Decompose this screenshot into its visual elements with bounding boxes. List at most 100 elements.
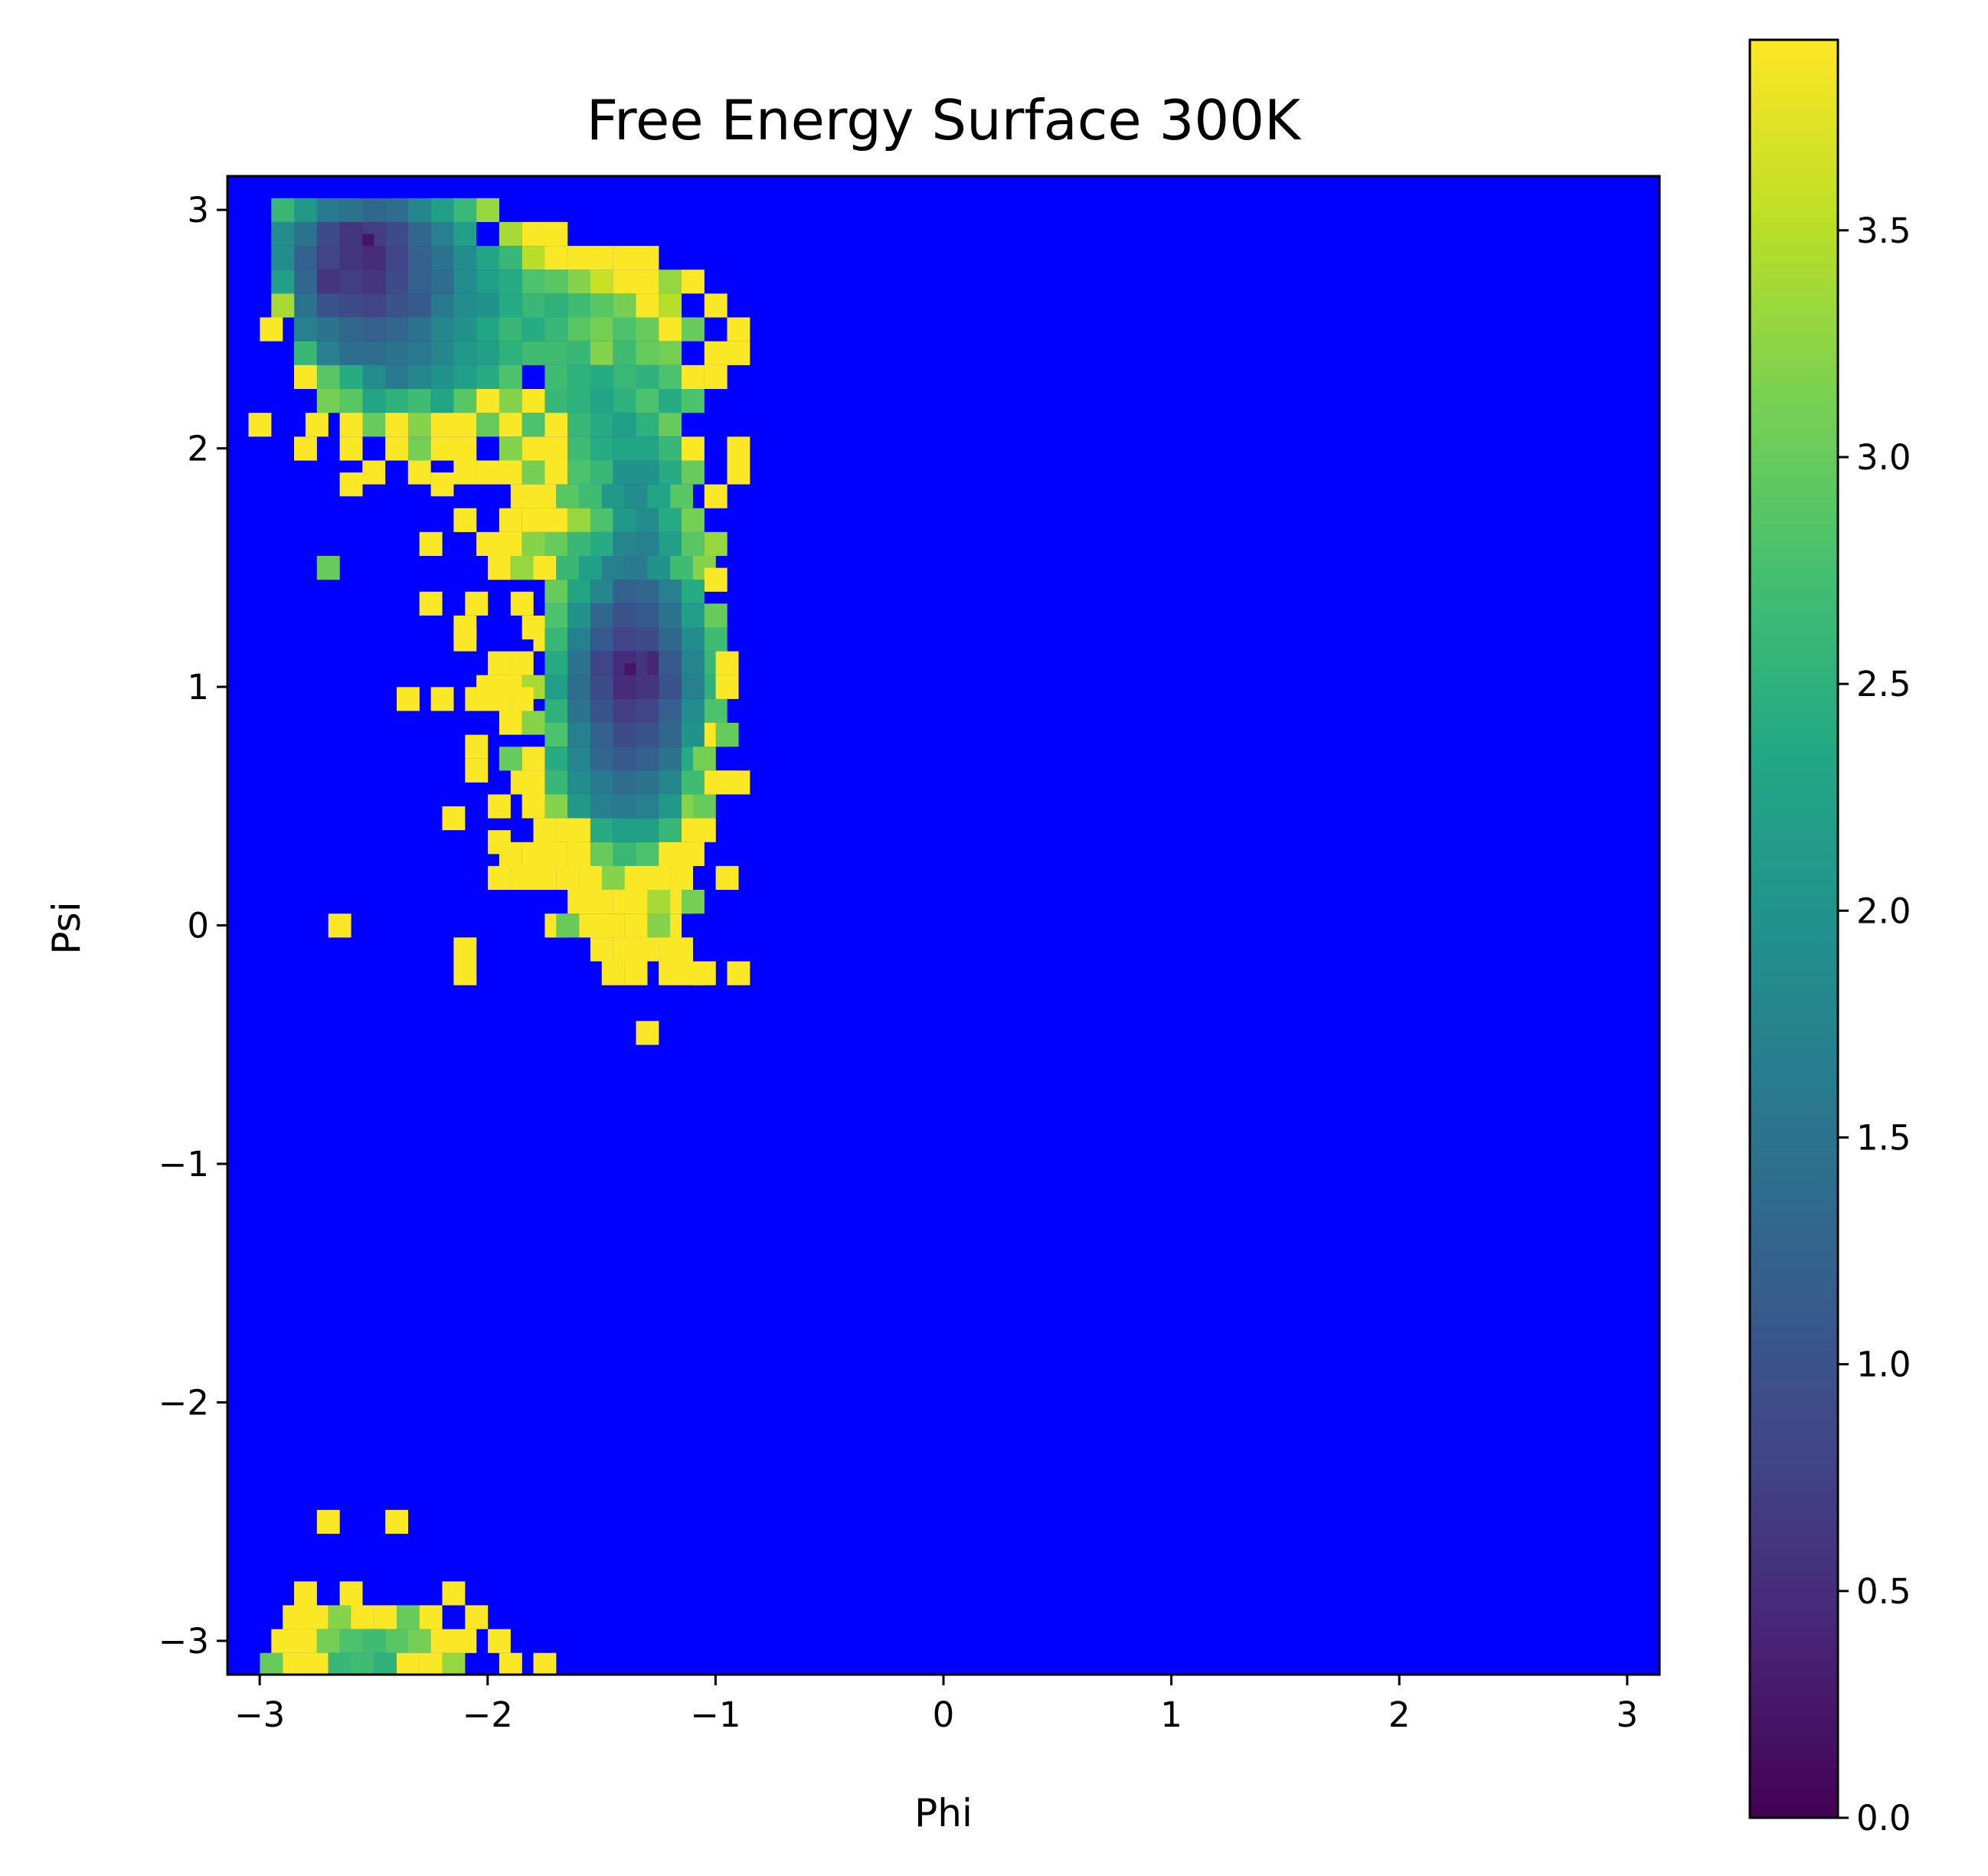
heatmap-cell (613, 794, 636, 819)
heatmap-cell (316, 293, 340, 318)
heatmap-cell (590, 436, 613, 461)
heatmap-cell (328, 913, 351, 938)
heatmap-cell (499, 293, 522, 318)
heatmap-cell (522, 246, 545, 270)
heatmap-cell (567, 531, 591, 556)
heatmap-cell (567, 675, 591, 699)
heatmap-cell (339, 293, 363, 318)
heatmap-cell (499, 270, 522, 294)
heatmap-cell (590, 270, 613, 294)
heatmap-cell (453, 364, 477, 389)
heatmap-cell (624, 556, 648, 580)
heatmap-cell (670, 556, 693, 580)
heatmap-cell (430, 317, 454, 342)
heatmap-cell (522, 460, 545, 485)
heatmap-cell (636, 580, 659, 604)
y-axis-ticks: −3 −2 −1 0 1 2 3 (159, 190, 227, 1662)
heatmap-cell (727, 460, 750, 485)
colorbar-tick-label: 3.5 (1856, 211, 1911, 251)
heatmap-cell (271, 293, 295, 318)
heatmap-cell (339, 472, 363, 497)
heatmap-cell (339, 413, 363, 437)
heatmap-cell (430, 293, 454, 318)
heatmap-cell (248, 413, 272, 437)
heatmap-cell (659, 770, 682, 795)
heatmap-cell (522, 389, 545, 413)
heatmap-cell (260, 317, 283, 342)
heatmap-cell (499, 389, 522, 413)
y-axis-label: Psi (44, 901, 89, 954)
x-tick-label: 0 (933, 1695, 955, 1735)
heatmap-cell (544, 436, 568, 461)
heatmap-cell (704, 627, 728, 652)
heatmap-cell (636, 627, 659, 652)
heatmap-cell (567, 270, 591, 294)
heatmap-cell (613, 389, 636, 413)
heatmap-cell (590, 246, 613, 270)
colorbar-tick-label: 2.0 (1856, 891, 1911, 931)
heatmap-cell (659, 389, 682, 413)
heatmap-cell (544, 603, 568, 628)
heatmap-cell (499, 221, 522, 247)
heatmap-cell (339, 1629, 363, 1653)
heatmap-cell (567, 508, 591, 532)
y-tick-label: 2 (187, 429, 209, 469)
heatmap-cell (727, 341, 750, 365)
heatmap-cell (453, 937, 477, 962)
heatmap-cell (659, 747, 682, 771)
heatmap-cell (590, 508, 613, 532)
heatmap-cell (522, 221, 545, 247)
heatmap-cell (385, 389, 408, 413)
heatmap-cell (430, 198, 454, 222)
heatmap-cell (271, 198, 295, 222)
heatmap-cell (305, 1652, 329, 1675)
heatmap-cell (704, 364, 728, 389)
heatmap-cell (567, 580, 591, 604)
heatmap-cell (522, 842, 545, 866)
heatmap-cell (624, 865, 648, 891)
heatmap-cell (453, 246, 477, 270)
heatmap-cell (316, 317, 340, 342)
heatmap-cell (499, 842, 522, 866)
heatmap-cell (567, 413, 591, 437)
heatmap-cell (544, 364, 568, 389)
heatmap-cell (567, 341, 591, 365)
heatmap-cell (499, 531, 522, 556)
heatmap-cell (339, 270, 363, 294)
y-tick-label: 3 (187, 190, 209, 230)
x-axis-label: Phi (914, 1791, 973, 1835)
heatmap-cell (567, 723, 591, 747)
heatmap-cell (613, 675, 636, 699)
heatmap-cell (579, 913, 602, 938)
heatmap-cell (590, 842, 613, 866)
heatmap-cell (590, 698, 613, 724)
heatmap-cell (407, 364, 431, 389)
heatmap-cell (613, 270, 636, 294)
heatmap-cell (567, 460, 591, 485)
colorbar-ticks: 0.0 0.5 1.0 1.5 2.0 2.5 3.0 3.5 (1838, 211, 1911, 1838)
heatmap-cell (407, 270, 431, 294)
heatmap-cell (499, 436, 522, 461)
heatmap-cell (430, 687, 454, 711)
heatmap-cell (647, 865, 671, 891)
heatmap-cell (385, 1629, 408, 1653)
heatmap-cell (590, 675, 613, 699)
heatmap-cell (692, 961, 716, 985)
heatmap-cell (601, 865, 625, 891)
heatmap-cell (659, 341, 682, 365)
heatmap-cell (283, 1652, 306, 1675)
x-tick-label: 2 (1388, 1695, 1411, 1735)
heatmap-cell (636, 794, 659, 819)
heatmap-cell (488, 556, 511, 580)
heatmap-cell (715, 651, 739, 675)
heatmap-cell (533, 484, 557, 508)
heatmap-cell (453, 961, 477, 985)
heatmap-cell (294, 198, 317, 222)
heatmap-cell (567, 627, 591, 652)
heatmap-cell (362, 413, 386, 437)
heatmap-cell (294, 221, 317, 247)
heatmap-cell (682, 508, 705, 532)
heatmap-cell (590, 460, 613, 485)
y-tick-label: −3 (159, 1621, 209, 1662)
heatmap-cell (430, 246, 454, 270)
